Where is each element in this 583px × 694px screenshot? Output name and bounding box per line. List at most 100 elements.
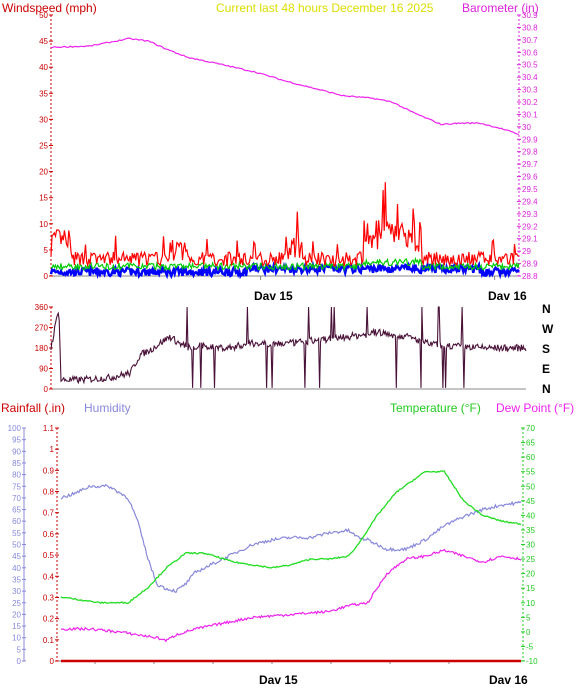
day-label-p3-dav15: Dav 15: [259, 673, 298, 687]
windspeed-tick-label: 10: [39, 220, 48, 229]
barometer-tick-label: 30.7: [522, 36, 538, 45]
windspeed-tick-label: 20: [39, 168, 48, 177]
rainfall-tick-label: 0.1: [43, 636, 55, 645]
compass-label-s: S: [542, 342, 550, 356]
wind-avg-series-line: [50, 256, 520, 272]
rainfall-tick-label: 0.3: [43, 593, 55, 602]
direction-tick-label: 90: [39, 365, 48, 374]
barometer-tick-label: 30.6: [522, 48, 538, 57]
temperature-tick-label: 55: [526, 468, 535, 477]
windspeed-tick-label: 25: [39, 142, 48, 151]
humidity-tick-label: 50: [12, 541, 21, 550]
rainfall-tick-label: 0.2: [43, 615, 55, 624]
humidity-tick-label: 70: [12, 494, 21, 503]
compass-label-n-top: N: [542, 302, 551, 316]
windspeed-tick-label: 50: [39, 11, 48, 20]
barometer-tick-label: 28.9: [522, 260, 538, 269]
windspeed-tick-label: 5: [44, 246, 49, 255]
barometer-tick-label: 30.3: [522, 86, 538, 95]
humidity-tick-label: 100: [8, 424, 22, 433]
barometer-tick-label: 29.3: [522, 210, 538, 219]
wind-direction-panel: 0 90 180 270 360: [35, 303, 527, 394]
temperature-tick-label: 30: [526, 541, 535, 550]
barometer-tick-label: 30.9: [522, 11, 538, 20]
barometer-tick-label: 30: [522, 123, 531, 132]
rainfall-tick-label: 0.6: [43, 530, 55, 539]
barometer-series-line: [50, 37, 520, 135]
temperature-tick-label: 50: [526, 482, 535, 491]
temperature-tick-label: 40: [526, 511, 535, 520]
windspeed-series-line: [50, 182, 520, 268]
dewpoint-series-line: [60, 548, 522, 643]
compass-label-e: E: [542, 362, 550, 376]
rainfall-tick-label: 1.1: [43, 424, 55, 433]
temperature-tick-label: 65: [526, 439, 535, 448]
rainfall-tick-label: 0.9: [43, 466, 55, 475]
rainfall-axis-title: Rainfall (.in): [1, 401, 65, 415]
temperature-axis-title: Temperature (°F): [390, 401, 481, 415]
temperature-tick-label: 5: [526, 613, 531, 622]
humidity-tick-label: 45: [12, 552, 21, 561]
direction-tick-label: 180: [35, 344, 49, 353]
temperature-tick-label: 25: [526, 555, 535, 564]
barometer-tick-label: 29.7: [522, 160, 538, 169]
barometer-tick-label: 29.1: [522, 235, 538, 244]
humidity-tick-label: 95: [12, 436, 21, 445]
humidity-tick-label: 60: [12, 517, 21, 526]
windspeed-tick-label: 35: [39, 89, 48, 98]
humidity-axis-title: Humidity: [84, 401, 131, 415]
barometer-axis-title: Barometer (in): [462, 1, 539, 15]
humidity-series-line: [60, 483, 522, 594]
rainfall-tick-label: 0.8: [43, 488, 55, 497]
humidity-tick-label: 85: [12, 459, 21, 468]
barometer-tick-label: 30.5: [522, 61, 538, 70]
rainfall-tick-label: 0.4: [43, 572, 55, 581]
barometer-tick-label: 30.1: [522, 110, 538, 119]
day-label-p1-dav16: Dav 16: [488, 289, 527, 303]
day-label-p3-dav16: Dav 16: [489, 673, 528, 687]
humidity-tick-label: 15: [12, 622, 21, 631]
humidity-tick-label: 0: [17, 657, 22, 666]
barometer-tick-label: 29.5: [522, 185, 538, 194]
humidity-tick-label: 55: [12, 529, 21, 538]
humidity-tick-label: 90: [12, 447, 21, 456]
barometer-tick-label: 30.8: [522, 23, 538, 32]
humidity-tick-label: 5: [17, 645, 22, 654]
day-label-p1-dav15: Dav 15: [254, 289, 293, 303]
rainfall-tick-label: 0.5: [43, 551, 55, 560]
temperature-tick-label: 0: [526, 628, 531, 637]
humidity-tick-label: 10: [12, 634, 21, 643]
barometer-tick-label: 28.8: [522, 272, 538, 281]
windspeed-tick-label: 40: [39, 63, 48, 72]
rainfall-tick-label: 0.7: [43, 509, 55, 518]
compass-label-w: W: [542, 322, 554, 336]
barometer-tick-label: 29.6: [522, 173, 538, 182]
humidity-tick-label: 65: [12, 506, 21, 515]
temperature-series-line: [60, 470, 522, 605]
humidity-tick-label: 75: [12, 482, 21, 491]
direction-tick-label: 0: [44, 385, 49, 394]
barometer-tick-label: 29.4: [522, 197, 538, 206]
temperature-tick-label: 20: [526, 570, 535, 579]
dewpoint-axis-title: Dew Point (°F): [496, 401, 574, 415]
temperature-tick-label: 70: [526, 424, 535, 433]
direction-tick-label: 360: [35, 303, 49, 312]
temperature-tick-label: 45: [526, 497, 535, 506]
temperature-tick-label: 60: [526, 453, 535, 462]
chart-title: Current last 48 hours December 16 2025: [216, 1, 434, 15]
temperature-humidity-panel: 0 0.1 0.2 0.3 0.4 0.5 0.6 0.7 0.8 0.9 1 1.1 -10 -5 0 5 1…: [8, 424, 538, 666]
temperature-tick-label: -10: [526, 657, 538, 666]
windspeed-tick-label: 0: [44, 272, 49, 281]
wind-direction-series-line: [50, 306, 527, 388]
humidity-tick-label: 25: [12, 599, 21, 608]
windspeed-tick-label: 30: [39, 115, 48, 124]
wind-barometer-panel: 0 5 10 15 20 25 30 35 40 45 50 28.8 28.9 29 29.1 29.2 29…: [39, 11, 538, 281]
windspeed-tick-label: 15: [39, 194, 48, 203]
rainfall-tick-label: 0: [50, 657, 55, 666]
humidity-tick-label: 80: [12, 471, 21, 480]
windspeed-tick-label: 45: [39, 37, 48, 46]
temperature-tick-label: 15: [526, 584, 535, 593]
barometer-tick-label: 29: [522, 247, 531, 256]
temperature-tick-label: -5: [526, 642, 534, 651]
